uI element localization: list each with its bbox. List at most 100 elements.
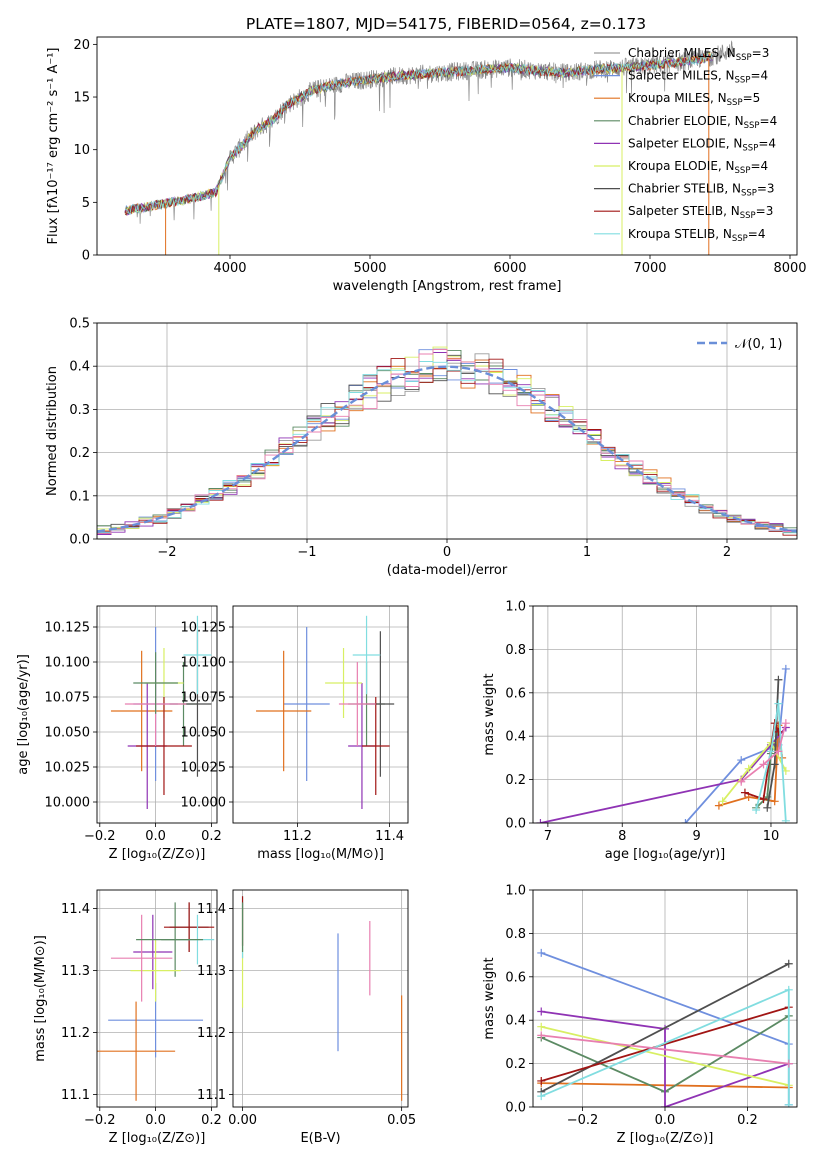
plot-area	[256, 615, 395, 809]
weight-series-marker	[766, 747, 775, 756]
x-tick-label: 5000	[353, 261, 386, 276]
weight-series-marker	[737, 777, 746, 786]
histogram-series-9	[97, 349, 797, 539]
legend-label-sub: SSP	[736, 53, 752, 63]
legend-label-base: Kroupa MILES, N	[628, 91, 727, 105]
x-tick-label: 1	[583, 545, 591, 560]
x-axis-label: (data-model)/error	[387, 563, 508, 578]
weight-series-line-3	[541, 1010, 790, 1107]
weight-series-marker	[774, 747, 783, 756]
x-tick-label: −2	[157, 545, 176, 560]
x-tick-label: −0.2	[84, 1113, 116, 1128]
y-tick-label: 10.125	[181, 621, 227, 636]
y-tick-label: 10.000	[181, 796, 227, 811]
panel-weight-vs-age: 7 8 9 10 0.0 0.2 0.4 0.6 0.8 1.0 age [log₁₀(age/yr…	[482, 600, 798, 862]
weight-series-marker	[759, 795, 768, 804]
legend-label-base: Chabrier STELIB, N	[628, 182, 741, 196]
y-tick-label: 0.6	[505, 970, 526, 985]
weight-series-line-8	[740, 722, 787, 783]
legend-label: Chabrier STELIB, NSSP=3	[628, 182, 775, 199]
y-tick-label: 1.0	[505, 600, 526, 615]
legend-label-tail: =4	[750, 69, 768, 83]
weight-series-marker	[784, 959, 793, 968]
y-tick-label: 11.4	[197, 902, 226, 917]
y-tick-label: 0.0	[505, 1101, 526, 1116]
legend-label-base: Kroupa STELIB, N	[628, 227, 732, 241]
legend-label-base: Salpeter MILES, N	[628, 69, 735, 83]
panel-mass-vs-Z: −0.2 0.0 0.2 11.1 11.2 11.3 11.4 Z [log₁₀(Z/Z⊙)…	[33, 889, 222, 1146]
weight-series-marker	[752, 805, 761, 814]
y-tick-label: 0.1	[69, 489, 90, 504]
legend-label: Kroupa ELODIE, NSSP=4	[628, 159, 768, 176]
legend-label-tail: =4	[760, 114, 778, 128]
weight-series-marker	[781, 664, 790, 673]
plot-area	[241, 896, 403, 1101]
legend-label-tail: =4	[748, 227, 766, 241]
weight-series-marker	[744, 764, 753, 773]
y-tick-label: 11.2	[197, 1026, 226, 1041]
legend-label: Chabrier ELODIE, NSSP=4	[628, 114, 777, 131]
weight-series-marker	[661, 1103, 669, 1107]
axes-frame	[96, 605, 218, 824]
weight-series-marker	[537, 1022, 546, 1031]
y-tick-label: 0.0	[505, 817, 526, 832]
legend-label: Chabrier MILES, NSSP=3	[628, 46, 769, 63]
legend-label-base: Kroupa ELODIE, N	[628, 159, 735, 173]
legend-label-tail: =5	[743, 91, 761, 105]
weight-series-marker	[681, 819, 690, 823]
y-tick-label: 0.6	[505, 686, 526, 701]
x-tick-label: 10	[763, 829, 780, 844]
legend-label: 𝒩(0, 1)	[735, 337, 782, 352]
x-tick-label: 7	[544, 829, 552, 844]
legend-label: Salpeter ELODIE, NSSP=4	[628, 136, 776, 153]
weight-series-marker	[537, 1007, 546, 1016]
axes-frame	[232, 605, 409, 824]
y-axis-label: Normed distribution	[45, 366, 60, 496]
x-tick-label: −0.2	[84, 829, 116, 844]
x-tick-label: 4000	[213, 261, 246, 276]
legend-label-base: Salpeter STELIB, N	[628, 204, 740, 218]
weight-series-marker	[537, 1031, 546, 1040]
panel-mass-vs-EBV: 0.00 0.05 11.1 11.2 11.3 11.4 E(B-V)	[197, 889, 416, 1146]
model-spectrum-line-8	[124, 52, 713, 215]
legend-label-sub: SSP	[735, 76, 751, 86]
y-tick-label: 10.025	[45, 761, 91, 776]
weight-series-marker	[784, 985, 793, 994]
weight-series-marker	[737, 756, 746, 765]
y-tick-label: 10.100	[181, 656, 227, 671]
weight-series-marker	[537, 1092, 546, 1101]
weight-series-marker	[781, 719, 790, 728]
plot-area	[124, 40, 735, 255]
axes-frame	[96, 36, 798, 256]
x-axis-label: mass [log₁₀(M/M⊙)]	[257, 847, 384, 862]
y-tick-label: 11.3	[197, 964, 226, 979]
x-axis-label: E(B-V)	[300, 1131, 340, 1146]
x-tick-label: 7000	[633, 261, 666, 276]
weight-series-marker	[774, 675, 783, 684]
x-tick-label: −1	[297, 545, 316, 560]
legend-label-tail: =3	[757, 182, 775, 196]
x-tick-label: 6000	[493, 261, 526, 276]
legend-label-tail: =4	[758, 136, 776, 150]
weight-series-marker	[763, 803, 772, 812]
weight-series-line-0	[684, 668, 787, 823]
y-axis-label: Flux [fλ10⁻¹⁷ erg cm⁻² s⁻¹ A⁻¹]	[46, 48, 61, 245]
y-tick-label: 15	[73, 91, 90, 106]
legend-label: Kroupa MILES, NSSP=5	[628, 91, 760, 108]
x-tick-label: 0	[443, 545, 451, 560]
weight-series-line-4	[541, 1025, 790, 1087]
weight-series-line-6	[541, 1006, 790, 1082]
y-tick-label: 10.050	[45, 726, 91, 741]
y-tick-label: 0.8	[505, 927, 526, 942]
x-tick-label: 11.2	[283, 829, 312, 844]
y-tick-label: 5	[82, 196, 90, 211]
y-axis-label: age [log₁₀(age/yr)]	[16, 654, 31, 775]
y-axis-label: mass weight	[482, 957, 497, 1039]
y-tick-label: 10.100	[45, 656, 91, 671]
x-tick-label: 8000	[773, 261, 806, 276]
legend-label-sub: SSP	[741, 189, 757, 199]
x-axis-label: Z [log₁₀(Z/Z⊙)]	[617, 1131, 714, 1146]
y-axis-label: mass weight	[482, 673, 497, 755]
legend-label-sub: SSP	[744, 121, 760, 131]
